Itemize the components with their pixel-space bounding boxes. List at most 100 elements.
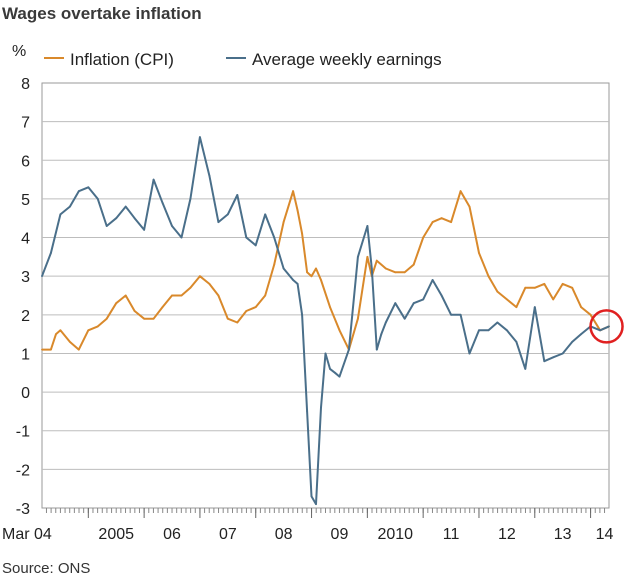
data-point-earnings <box>124 205 127 208</box>
data-point-earnings <box>245 236 248 239</box>
y-tick-label: 1 <box>21 346 30 363</box>
data-point-inflation <box>412 263 415 266</box>
data-point-inflation <box>273 263 276 266</box>
data-point-earnings <box>180 236 183 239</box>
data-point-inflation <box>59 329 62 332</box>
x-tick-label: 2005 <box>98 526 134 543</box>
data-point-earnings <box>306 410 308 413</box>
data-point-earnings <box>552 356 555 359</box>
data-point-earnings <box>189 198 192 200</box>
data-point-earnings <box>282 267 285 270</box>
data-point-inflation <box>41 348 43 351</box>
data-point-earnings <box>115 217 118 220</box>
data-point-inflation <box>571 286 574 289</box>
legend-item-inflation-label: Inflation (CPI) <box>70 50 174 69</box>
data-point-inflation <box>589 313 592 316</box>
y-tick-label: 8 <box>21 76 30 93</box>
data-point-earnings <box>152 178 155 181</box>
data-point-earnings <box>450 313 452 316</box>
data-point-earnings <box>422 298 425 301</box>
grid-layer <box>41 82 610 509</box>
data-point-inflation <box>55 333 57 335</box>
data-point-earnings <box>599 329 601 332</box>
series-line-inflation <box>42 190 610 351</box>
data-point-inflation <box>506 298 508 301</box>
data-point-inflation <box>254 306 257 308</box>
data-point-inflation <box>496 290 499 293</box>
data-point-inflation <box>226 317 229 320</box>
data-point-inflation <box>338 329 341 332</box>
data-point-inflation <box>105 317 108 320</box>
data-point-earnings <box>580 333 582 335</box>
data-point-inflation <box>180 294 183 297</box>
data-point-inflation <box>450 221 452 224</box>
data-point-inflation <box>515 306 518 308</box>
data-point-earnings <box>161 201 164 204</box>
data-point-earnings <box>87 186 90 189</box>
data-point-inflation <box>580 306 582 308</box>
source-note: Source: ONS <box>2 560 91 577</box>
data-point-earnings <box>459 313 462 316</box>
highlight-circle <box>589 309 624 344</box>
data-point-inflation <box>296 209 299 212</box>
data-point-earnings <box>50 252 52 254</box>
data-point-inflation <box>384 267 387 270</box>
data-point-earnings <box>273 236 276 239</box>
data-point-earnings <box>487 329 490 332</box>
data-point-inflation <box>133 310 136 312</box>
y-tick-label: -3 <box>16 501 30 518</box>
data-point-inflation <box>236 321 239 324</box>
data-point-inflation <box>152 317 155 320</box>
data-point-inflation <box>468 205 471 208</box>
data-point-inflation <box>282 221 285 224</box>
x-tick-label: 07 <box>219 526 237 543</box>
data-point-earnings <box>412 302 415 305</box>
data-point-earnings <box>543 360 546 363</box>
data-point-earnings <box>77 190 80 193</box>
y-tick-label: 4 <box>21 231 30 248</box>
data-point-earnings <box>105 225 108 227</box>
data-point-inflation <box>310 275 313 278</box>
x-tick-label: 14 <box>596 526 614 543</box>
data-point-earnings <box>496 321 499 324</box>
data-point-inflation <box>403 271 406 274</box>
data-point-earnings <box>292 279 294 281</box>
data-point-inflation <box>124 294 127 297</box>
data-point-earnings <box>324 352 327 355</box>
data-point-earnings <box>366 225 369 227</box>
data-point-inflation <box>217 294 220 297</box>
y-tick-label: 3 <box>21 269 30 286</box>
data-point-earnings <box>506 329 508 332</box>
legend-layer: Inflation (CPI) Average weekly earnings <box>44 50 442 69</box>
x-tick-label: 11 <box>443 526 460 543</box>
data-point-earnings <box>431 279 434 281</box>
data-point-earnings <box>533 306 536 308</box>
data-point-earnings <box>59 213 62 216</box>
data-point-inflation <box>301 232 303 235</box>
data-point-inflation <box>315 267 317 270</box>
data-point-inflation <box>96 325 99 328</box>
data-point-inflation <box>245 310 248 312</box>
data-point-inflation <box>464 198 466 200</box>
x-tick-label: 13 <box>554 526 572 543</box>
data-point-inflation <box>264 294 267 297</box>
data-point-earnings <box>338 375 341 378</box>
x-tick-label: 06 <box>163 526 181 543</box>
data-point-earnings <box>468 352 471 355</box>
chart-title: Wages overtake inflation <box>2 4 202 23</box>
y-axis-label: % <box>12 43 26 60</box>
data-point-earnings <box>296 283 299 285</box>
data-point-inflation <box>87 329 90 332</box>
data-point-earnings <box>236 194 239 196</box>
data-point-earnings <box>208 174 211 177</box>
x-tick-label: 08 <box>275 526 293 543</box>
data-point-earnings <box>380 333 383 335</box>
y-tick-label: 5 <box>21 192 30 209</box>
data-point-earnings <box>226 213 229 216</box>
data-point-inflation <box>171 294 173 297</box>
data-point-earnings <box>394 302 397 305</box>
data-point-earnings <box>171 225 173 227</box>
data-point-inflation <box>543 283 546 285</box>
data-point-earnings <box>315 503 317 505</box>
x-tick-label: 12 <box>498 526 516 543</box>
